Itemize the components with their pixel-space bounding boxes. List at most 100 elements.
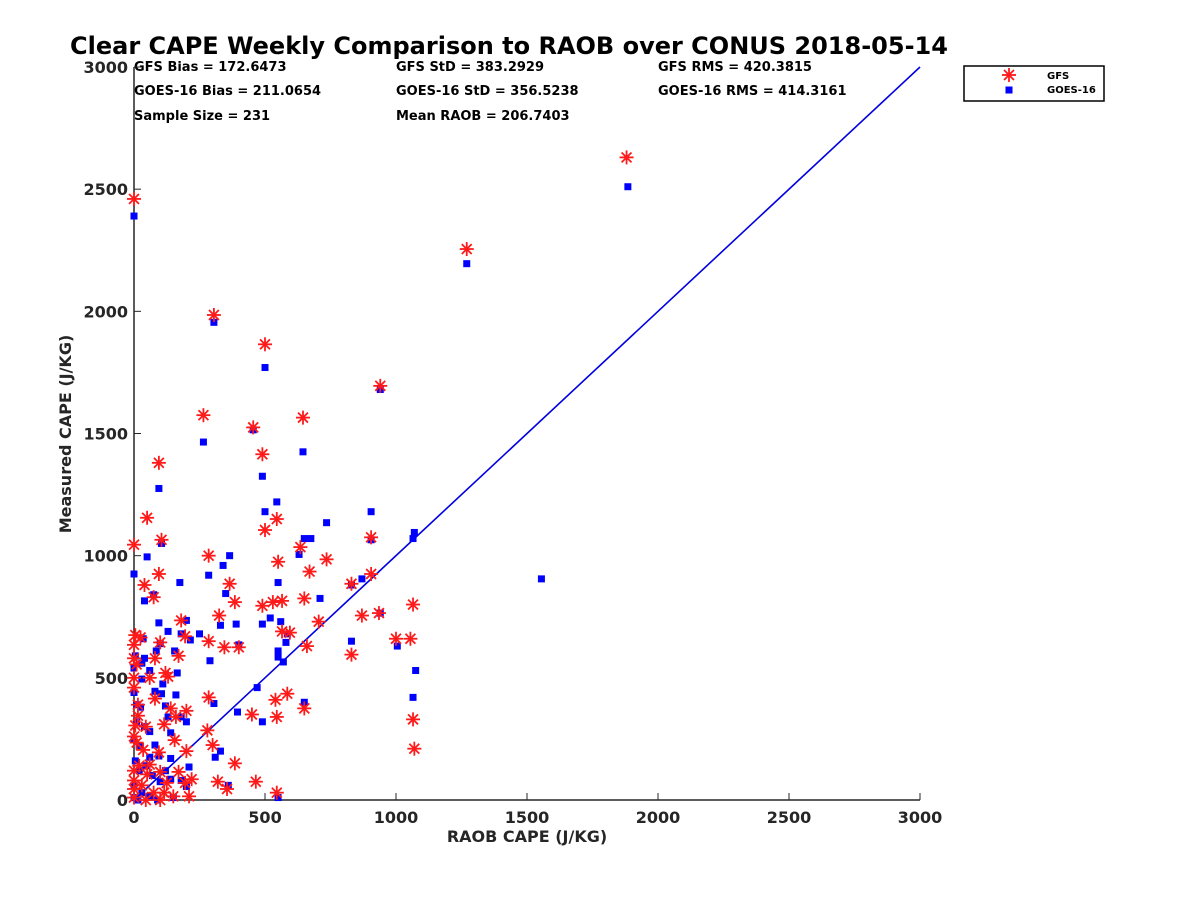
y-tick-label: 0: [117, 791, 128, 810]
goes16-point: [316, 594, 324, 602]
legend-box: [963, 65, 1105, 102]
stat-mean-raob: Mean RAOB = 206.7403: [396, 109, 570, 124]
stat-gfs-rms: GFS RMS = 420.3815: [658, 60, 812, 75]
gfs-point: [184, 772, 199, 787]
goes16-point: [219, 561, 227, 569]
x-tick-label: 3000: [898, 808, 943, 827]
gfs-point: [161, 669, 176, 684]
gfs-point: [227, 756, 242, 771]
goes16-point: [172, 691, 180, 699]
goes16-point: [367, 508, 375, 516]
gfs-point: [275, 624, 290, 639]
gfs-point: [159, 775, 174, 790]
gfs-point: [258, 337, 272, 352]
goes16-point: [161, 702, 169, 710]
y-tick-label: 1500: [83, 425, 128, 444]
gfs-point: [244, 707, 259, 722]
stat-goes16-bias: GOES-16 Bias = 211.0654: [134, 84, 321, 99]
gfs-point: [302, 564, 317, 579]
goes16-point: [295, 550, 303, 558]
goes16-point: [164, 627, 172, 635]
goes16-point: [232, 620, 240, 628]
gfs-point: [163, 701, 178, 716]
gfs-point: [151, 455, 166, 470]
gfs-point: [128, 718, 143, 733]
goes16-point: [182, 718, 190, 726]
gfs-point: [127, 637, 141, 652]
goes16-point: [226, 552, 234, 560]
goes16-point: [233, 708, 241, 716]
y-tick-label: 1000: [83, 547, 128, 566]
goes16-point: [155, 484, 163, 492]
gfs-point: [299, 639, 314, 654]
gfs-point: [127, 790, 141, 805]
x-axis-label: RAOB CAPE (J/KG): [447, 827, 607, 846]
goes16-point: [273, 498, 281, 506]
goes16-point: [299, 448, 307, 456]
stat-goes16-std: GOES-16 StD = 356.5238: [396, 84, 579, 99]
stat-gfs-bias: GFS Bias = 172.6473: [134, 60, 287, 75]
goes16-point: [138, 659, 146, 667]
gfs-point: [168, 709, 183, 724]
goes16-point: [176, 579, 184, 587]
gfs-point: [179, 744, 194, 759]
x-tick-label: 500: [248, 808, 281, 827]
gfs-point: [406, 597, 421, 612]
gfs-point: [136, 742, 151, 757]
reference-line: [133, 66, 921, 801]
gfs-point: [174, 613, 189, 628]
gfs-point: [151, 566, 166, 581]
gfs-point: [344, 576, 359, 591]
goes16-point: [393, 642, 401, 650]
goes16-point: [167, 754, 175, 762]
gfs-point: [127, 191, 141, 206]
gfs-point: [166, 789, 181, 804]
gfs-point: [258, 523, 272, 538]
goes16-point: [258, 718, 266, 726]
gfs-point: [201, 548, 216, 563]
gfs-point: [171, 648, 186, 663]
goes16-point: [279, 658, 287, 666]
legend: GFS GOES-16: [963, 65, 1105, 102]
goes16-point: [412, 667, 420, 675]
stat-goes16-rms: GOES-16 RMS = 414.3161: [658, 84, 847, 99]
x-tick-label: 2000: [636, 808, 681, 827]
legend-gfs-marker: [1002, 68, 1016, 82]
gfs-point: [171, 764, 186, 779]
goes16-point: [537, 575, 545, 583]
gfs-point: [403, 631, 418, 646]
gfs-point: [269, 709, 284, 724]
goes16-point: [146, 667, 154, 675]
gfs-point: [206, 307, 221, 322]
goes16-point: [167, 729, 175, 737]
gfs-point: [269, 785, 284, 800]
gfs-point: [210, 774, 225, 789]
gfs-point: [147, 691, 162, 706]
gfs-point: [297, 701, 312, 716]
goes16-point: [274, 647, 282, 655]
gfs-point: [268, 692, 283, 707]
goes16-point: [409, 693, 417, 701]
gfs-point: [179, 703, 194, 718]
goes16-point: [347, 637, 355, 645]
gfs-point: [140, 767, 155, 782]
gfs-point: [344, 647, 359, 662]
gfs-point: [255, 598, 270, 613]
gfs-point: [167, 733, 182, 748]
goes16-point: [323, 519, 331, 527]
gfs-point: [142, 670, 157, 685]
gfs-point: [153, 793, 168, 807]
gfs-point: [295, 410, 310, 425]
y-tick-label: 2000: [83, 302, 128, 321]
data-points: [127, 150, 634, 807]
goes16-point: [206, 657, 214, 665]
goes16-point: [138, 675, 146, 683]
gfs-point: [127, 763, 141, 778]
goes16-point: [261, 508, 269, 516]
stat-gfs-std: GFS StD = 383.2929: [396, 60, 544, 75]
gfs-point: [619, 150, 634, 165]
gfs-point: [140, 510, 155, 525]
y-axis-label: Measured CAPE (J/KG): [56, 335, 75, 534]
gfs-point: [280, 686, 295, 701]
